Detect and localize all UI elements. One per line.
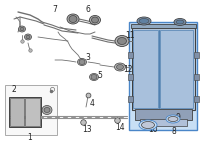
Bar (131, 24, 196, 28)
Ellipse shape (92, 17, 99, 23)
Text: 13: 13 (82, 125, 92, 133)
Ellipse shape (168, 117, 178, 122)
Ellipse shape (176, 20, 184, 24)
Ellipse shape (115, 63, 126, 71)
Ellipse shape (174, 19, 186, 25)
Text: 14: 14 (115, 123, 125, 132)
Ellipse shape (44, 107, 50, 112)
Text: 1: 1 (28, 132, 32, 142)
Bar (194, 52, 199, 58)
Bar (128, 52, 133, 58)
Bar (133, 30, 158, 108)
Text: 7: 7 (53, 5, 57, 14)
Ellipse shape (142, 122, 154, 128)
Ellipse shape (20, 27, 24, 31)
Text: 9: 9 (176, 112, 180, 122)
Text: 6: 6 (86, 5, 90, 14)
Ellipse shape (91, 75, 97, 80)
Ellipse shape (69, 15, 77, 22)
Ellipse shape (115, 35, 129, 46)
Text: 12: 12 (123, 65, 133, 74)
Bar (5, 85, 57, 135)
Ellipse shape (137, 17, 151, 25)
Text: 3: 3 (86, 52, 90, 61)
Ellipse shape (118, 37, 127, 45)
Bar (9, 97, 41, 127)
Ellipse shape (117, 65, 124, 70)
Ellipse shape (42, 106, 52, 115)
Text: 5: 5 (98, 71, 102, 80)
Ellipse shape (25, 34, 32, 40)
Text: 8: 8 (172, 127, 176, 137)
Ellipse shape (78, 59, 87, 66)
Bar (129, 22, 197, 130)
Bar (160, 30, 193, 108)
Ellipse shape (90, 74, 99, 81)
Ellipse shape (67, 14, 79, 24)
Ellipse shape (139, 120, 157, 130)
Bar (128, 74, 133, 80)
Text: 2: 2 (12, 85, 16, 93)
Ellipse shape (139, 19, 149, 24)
Bar (135, 109, 192, 120)
Bar (132, 28, 195, 110)
Ellipse shape (26, 35, 30, 39)
Bar (25, 98, 40, 126)
Ellipse shape (79, 60, 85, 65)
Bar (128, 96, 133, 102)
Ellipse shape (166, 115, 180, 123)
Bar (140, 119, 187, 126)
Text: 10: 10 (148, 126, 158, 135)
Bar (194, 96, 199, 102)
Text: 11: 11 (125, 30, 135, 40)
Text: 4: 4 (90, 98, 94, 107)
Ellipse shape (90, 15, 101, 25)
Bar (194, 74, 199, 80)
Bar (10, 98, 24, 126)
Ellipse shape (19, 26, 26, 32)
